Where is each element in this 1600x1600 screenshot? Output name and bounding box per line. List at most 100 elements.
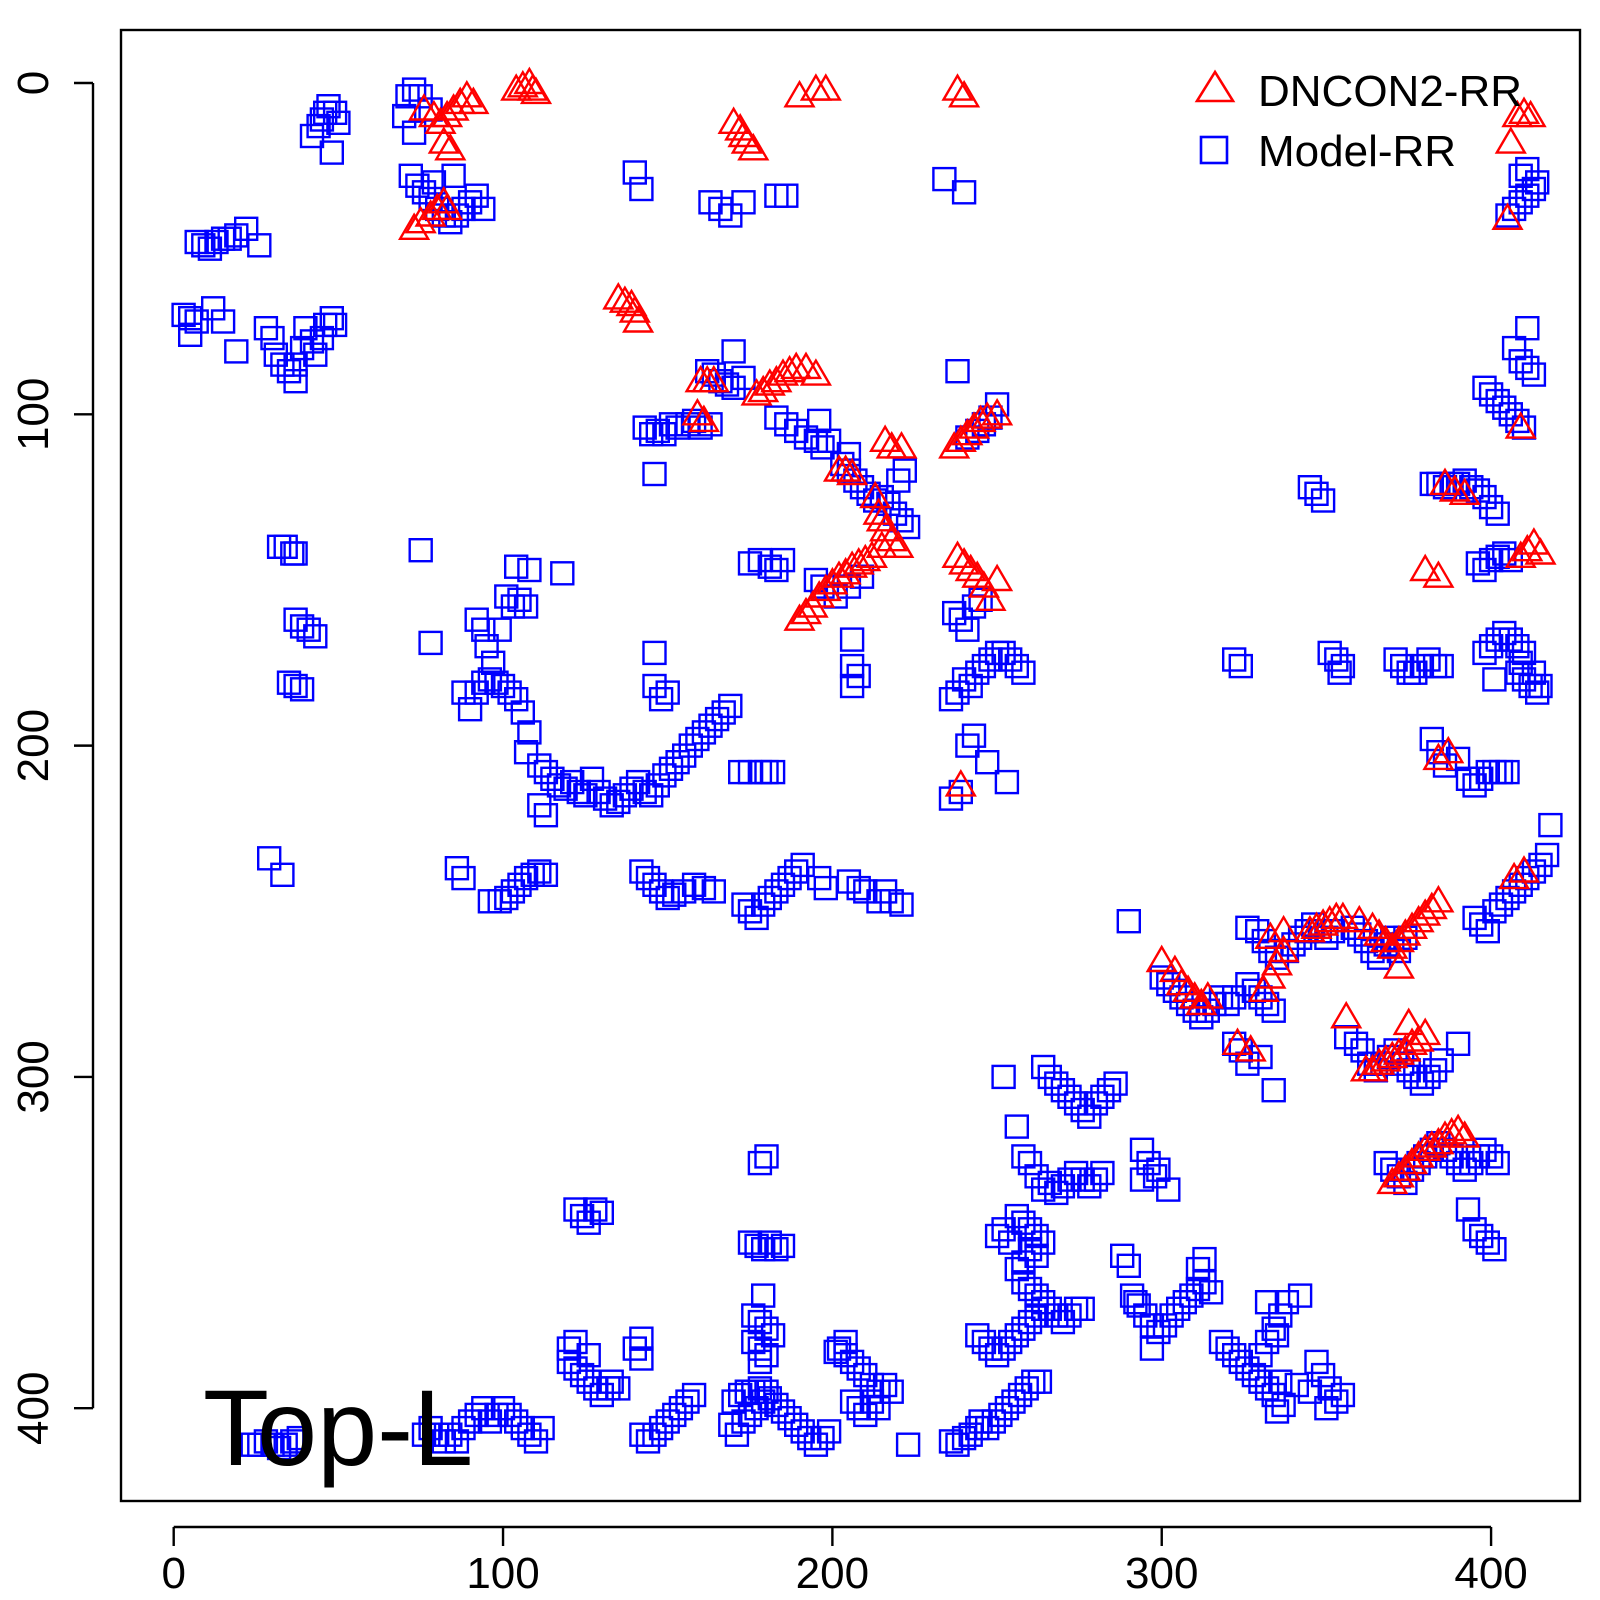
data-point-model-rr: [747, 1150, 773, 1176]
data-point-model-rr: [757, 1230, 782, 1255]
data-point-model-rr: [530, 1415, 555, 1441]
data-point-model-rr: [401, 77, 427, 102]
data-point-model-rr: [1459, 1150, 1484, 1176]
data-point-dncon2-rr: [1409, 553, 1442, 582]
data-point-model-rr: [1534, 842, 1560, 868]
data-point-dncon2-rr: [1504, 411, 1537, 439]
data-point-model-rr: [1528, 673, 1553, 699]
data-point-dncon2-rr: [1343, 904, 1376, 933]
data-point-model-rr: [718, 203, 743, 228]
data-point-dncon2-rr: [1514, 99, 1547, 128]
data-point-model-rr: [1343, 1031, 1369, 1057]
data-point-model-rr: [1198, 1280, 1224, 1305]
data-point-dncon2-rr: [1409, 898, 1442, 926]
data-point-dncon2-rr: [882, 530, 915, 558]
data-point-model-rr: [629, 176, 654, 202]
data-point-dncon2-rr: [981, 397, 1014, 426]
data-point-model-rr: [513, 594, 539, 619]
data-point-model-rr: [1501, 196, 1527, 222]
data-point-dncon2-rr: [822, 560, 856, 588]
data-point-model-rr: [289, 677, 315, 702]
data-point-model-rr: [866, 1395, 891, 1421]
data-point-dncon2-rr: [506, 69, 539, 98]
data-point-dncon2-rr: [1395, 1027, 1429, 1056]
data-point-model-rr: [1096, 1077, 1122, 1103]
data-point-model-rr: [177, 322, 203, 347]
data-point-model-rr: [303, 624, 328, 649]
data-point-model-rr: [998, 647, 1023, 672]
data-point-model-rr: [1011, 1144, 1036, 1169]
data-point-model-rr: [747, 1349, 773, 1375]
data-point-model-rr: [1004, 1114, 1029, 1139]
data-point-model-rr: [451, 865, 476, 891]
data-point-model-rr: [1492, 395, 1517, 420]
data-point-model-rr: [1063, 1091, 1089, 1116]
data-point-model-rr: [685, 726, 710, 752]
data-point-dncon2-rr: [1442, 1113, 1475, 1142]
data-point-model-rr: [1050, 1077, 1076, 1103]
data-point-model-rr: [1297, 1379, 1323, 1404]
data-point-dncon2-rr: [1313, 904, 1346, 933]
data-point-dncon2-rr: [816, 566, 849, 595]
data-point-model-rr: [441, 163, 466, 189]
data-point-model-rr: [784, 1412, 809, 1438]
x-tick-label: 400: [1454, 1549, 1527, 1598]
data-point-dncon2-rr: [1234, 1034, 1267, 1062]
data-point-model-rr: [668, 1395, 694, 1421]
data-point-model-rr: [401, 120, 427, 145]
data-point-model-rr: [563, 1329, 588, 1355]
data-point-model-rr: [319, 306, 344, 331]
data-point-model-rr: [975, 750, 1000, 775]
data-point-model-rr: [1221, 985, 1247, 1010]
data-point-model-rr: [1429, 653, 1454, 679]
data-point-model-rr: [955, 617, 980, 642]
data-point-model-rr: [546, 773, 572, 798]
data-point-dncon2-rr: [1422, 560, 1455, 588]
data-point-model-rr: [658, 756, 684, 781]
data-point-dncon2-rr: [1382, 1159, 1415, 1188]
data-point-model-rr: [606, 789, 631, 815]
data-point-model-rr: [457, 1409, 483, 1434]
data-point-dncon2-rr: [1402, 1024, 1435, 1052]
data-point-model-rr: [444, 1429, 470, 1454]
series-dncon2-rr: [398, 66, 1557, 1195]
data-point-model-rr: [471, 1395, 496, 1421]
data-point-model-rr: [563, 1197, 588, 1222]
data-point-model-rr: [619, 776, 644, 801]
data-point-model-rr: [629, 1326, 654, 1351]
data-point-dncon2-rr: [753, 368, 786, 396]
data-point-model-rr: [665, 750, 690, 775]
top-l-annotation: Top-L: [203, 1367, 473, 1488]
data-point-model-rr: [1505, 408, 1530, 434]
data-point-model-rr: [471, 617, 496, 642]
data-point-dncon2-rr: [1185, 987, 1218, 1016]
data-point-model-rr: [635, 865, 661, 891]
y-tick-label: 0: [9, 71, 58, 95]
data-point-model-rr: [184, 229, 209, 255]
data-point-model-rr: [507, 587, 532, 612]
data-point-model-rr: [1445, 1150, 1471, 1176]
data-point-model-rr: [550, 561, 575, 586]
data-point-model-rr: [1215, 1336, 1240, 1361]
data-point-model-rr: [1103, 1071, 1128, 1096]
data-point-model-rr: [1044, 1180, 1069, 1206]
data-point-model-rr: [425, 1422, 450, 1447]
data-point-model-rr: [484, 1402, 509, 1428]
y-tick-label: 300: [9, 1040, 58, 1113]
data-point-model-rr: [770, 872, 796, 897]
data-point-model-rr: [1017, 1217, 1043, 1242]
data-point-model-rr: [1057, 1084, 1082, 1110]
data-point-model-rr: [652, 763, 677, 788]
data-point-model-rr: [751, 1236, 776, 1262]
data-point-model-rr: [1024, 1303, 1049, 1328]
data-point-model-rr: [438, 1422, 463, 1447]
data-point-model-rr: [1030, 1296, 1056, 1322]
data-point-model-rr: [839, 1389, 865, 1414]
data-point-dncon2-rr: [948, 547, 981, 575]
data-point-model-rr: [895, 1432, 921, 1457]
data-point-model-rr: [757, 554, 782, 579]
data-point-dncon2-rr: [622, 305, 655, 333]
data-point-model-rr: [576, 1342, 601, 1368]
data-point-model-rr: [1478, 494, 1504, 520]
